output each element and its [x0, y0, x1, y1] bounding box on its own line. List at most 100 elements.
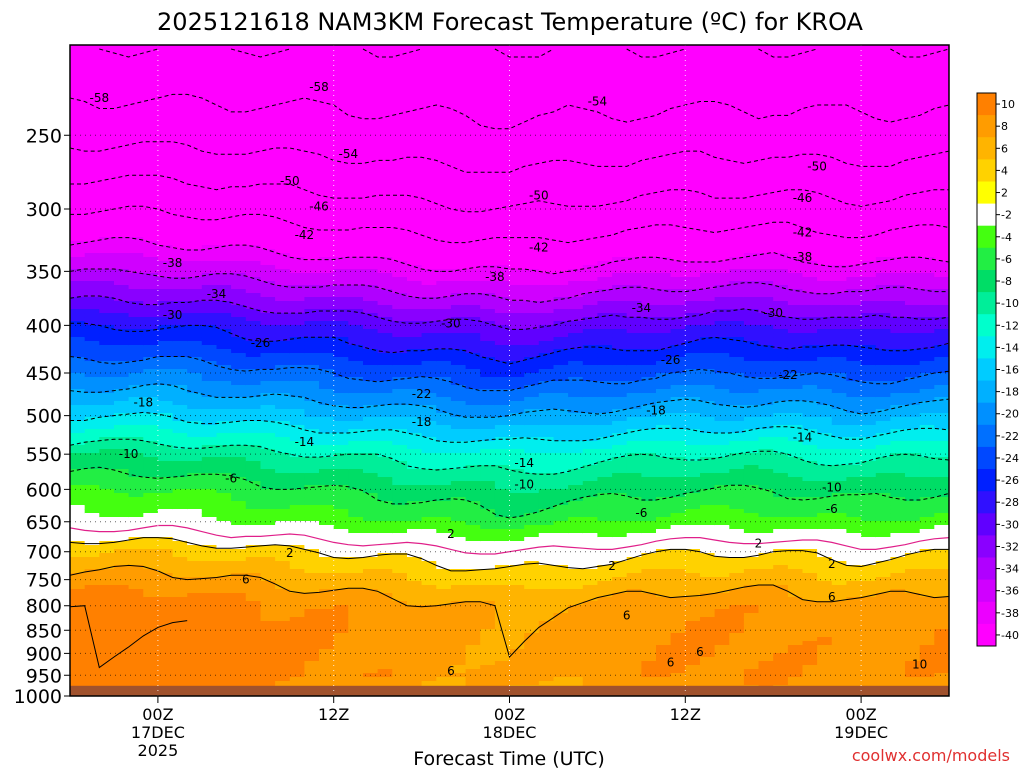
temperature-cell	[407, 325, 423, 330]
temperature-cell	[157, 309, 174, 314]
temperature-cell	[187, 141, 203, 146]
temperature-cell	[99, 337, 115, 342]
temperature-cell	[436, 341, 452, 346]
temperature-cell	[480, 213, 496, 218]
temperature-cell	[231, 153, 247, 158]
temperature-cell	[333, 505, 349, 510]
temperature-cell	[201, 469, 218, 474]
temperature-cell	[377, 649, 393, 654]
temperature-cell	[216, 573, 232, 578]
temperature-cell	[128, 581, 144, 586]
temperature-cell	[407, 401, 423, 406]
temperature-cell	[333, 385, 349, 390]
temperature-cell	[216, 213, 232, 218]
temperature-cell	[450, 521, 467, 526]
temperature-cell	[333, 125, 349, 130]
temperature-cell	[114, 637, 130, 642]
temperature-cell	[480, 549, 496, 554]
temperature-cell	[377, 197, 393, 202]
temperature-cell	[436, 305, 452, 310]
temperature-cell	[509, 465, 525, 470]
temperature-cell	[172, 309, 188, 314]
temperature-cell	[509, 265, 525, 270]
temperature-cell	[84, 653, 100, 658]
temperature-cell	[494, 221, 511, 226]
temperature-cell	[407, 137, 423, 142]
temperature-cell	[143, 233, 159, 238]
temperature-cell	[494, 421, 511, 426]
temperature-cell	[275, 205, 291, 210]
temperature-cell	[509, 389, 525, 394]
temperature-cell	[304, 541, 320, 546]
temperature-cell	[494, 177, 511, 182]
temperature-cell	[216, 229, 232, 234]
temperature-cell	[260, 61, 276, 66]
temperature-cell	[114, 597, 130, 602]
temperature-cell	[172, 597, 188, 602]
temperature-cell	[450, 45, 467, 50]
temperature-cell	[70, 673, 86, 678]
temperature-cell	[348, 281, 364, 286]
temperature-cell	[245, 537, 262, 542]
temperature-cell	[275, 237, 291, 242]
temperature-cell	[128, 193, 144, 198]
temperature-cell	[289, 225, 305, 230]
temperature-cell	[319, 77, 335, 82]
temperature-cell	[216, 649, 232, 654]
temperature-cell	[480, 677, 496, 682]
temperature-cell	[172, 321, 188, 326]
temperature-cell	[143, 529, 159, 534]
temperature-cell	[201, 101, 218, 106]
temperature-cell	[377, 49, 393, 54]
temperature-cell	[143, 109, 159, 114]
temperature-cell	[201, 373, 218, 378]
temperature-cell	[509, 405, 525, 410]
temperature-cell	[275, 233, 291, 238]
temperature-cell	[128, 481, 144, 486]
temperature-cell	[319, 521, 335, 526]
temperature-cell	[450, 261, 467, 266]
temperature-cell	[436, 345, 452, 350]
temperature-cell	[304, 393, 320, 398]
temperature-cell	[494, 49, 511, 54]
temperature-cell	[260, 485, 276, 490]
temperature-cell	[245, 137, 262, 142]
temperature-cell	[450, 165, 467, 170]
temperature-cell	[128, 141, 144, 146]
temperature-cell	[201, 649, 218, 654]
temperature-cell	[157, 381, 174, 386]
temperature-cell	[509, 333, 525, 338]
temperature-cell	[407, 65, 423, 70]
temperature-cell	[407, 217, 423, 222]
temperature-cell	[377, 501, 393, 506]
temperature-cell	[143, 565, 159, 570]
temperature-cell	[84, 349, 100, 354]
temperature-cell	[363, 405, 379, 410]
temperature-cell	[99, 57, 115, 62]
temperature-cell	[377, 509, 393, 514]
temperature-cell	[216, 301, 232, 306]
plot-area	[70, 45, 949, 696]
temperature-cell	[304, 573, 320, 578]
temperature-cell	[421, 553, 437, 558]
temperature-cell	[260, 565, 276, 570]
temperature-cell	[465, 337, 481, 342]
temperature-cell	[289, 617, 305, 622]
temperature-cell	[99, 593, 115, 598]
temperature-cell	[333, 69, 349, 74]
temperature-cell	[143, 597, 159, 602]
temperature-cell	[143, 317, 159, 322]
temperature-cell	[84, 373, 100, 378]
temperature-cell	[201, 617, 218, 622]
temperature-cell	[70, 429, 86, 434]
temperature-cell	[114, 585, 130, 590]
temperature-cell	[319, 297, 335, 302]
temperature-cell	[289, 541, 305, 546]
temperature-cell	[436, 261, 452, 266]
temperature-cell	[157, 121, 174, 126]
temperature-cell	[333, 609, 349, 614]
temperature-cell	[348, 129, 364, 134]
temperature-cell	[333, 573, 349, 578]
temperature-cell	[377, 325, 393, 330]
temperature-cell	[157, 97, 174, 102]
